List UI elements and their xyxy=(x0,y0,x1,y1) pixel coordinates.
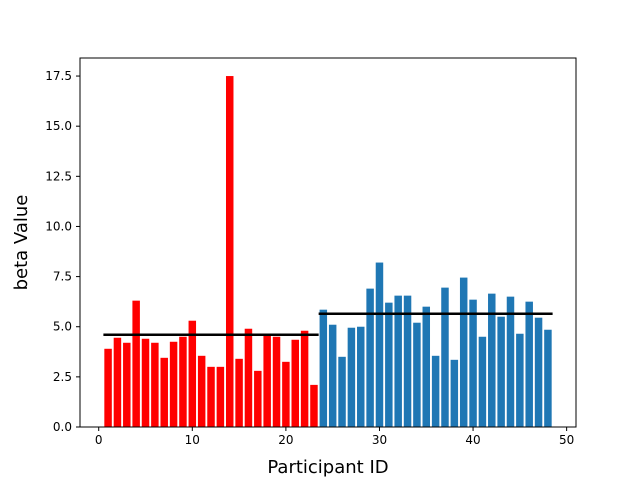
bar-participant-48 xyxy=(544,329,552,427)
bar-participant-27 xyxy=(347,327,356,427)
bars-layer xyxy=(104,76,552,427)
bar-participant-33 xyxy=(403,295,412,427)
bar-participant-13 xyxy=(216,366,225,427)
bar-participant-18 xyxy=(263,334,271,427)
bar-participant-1 xyxy=(104,348,112,427)
bar-participant-15 xyxy=(235,358,243,427)
bar-participant-32 xyxy=(394,295,402,427)
bar-participant-29 xyxy=(366,288,374,427)
bar-participant-35 xyxy=(422,306,431,427)
x-tick-label: 10 xyxy=(185,433,200,447)
bar-participant-37 xyxy=(441,287,449,427)
bar-participant-3 xyxy=(123,342,131,427)
bar-participant-21 xyxy=(291,339,299,427)
bar-participant-47 xyxy=(534,317,543,427)
bar-participant-26 xyxy=(338,356,346,427)
bar-participant-43 xyxy=(497,316,505,427)
bar-participant-22 xyxy=(300,330,309,427)
bar-participant-36 xyxy=(431,355,440,427)
bar-participant-24 xyxy=(319,309,328,427)
x-tick-label: 40 xyxy=(465,433,480,447)
bar-participant-44 xyxy=(506,296,515,427)
bar-participant-7 xyxy=(160,357,168,427)
bar-participant-4 xyxy=(132,300,140,427)
bar-participant-16 xyxy=(244,328,253,427)
x-axis-ticks: 0 10 20 30 40 50 xyxy=(95,427,574,447)
y-tick-label: 7.5 xyxy=(53,270,72,284)
x-tick-label: 0 xyxy=(95,433,103,447)
bar-participant-28 xyxy=(357,326,365,427)
bar-participant-19 xyxy=(272,336,281,427)
y-tick-label: 15.0 xyxy=(45,119,72,133)
bar-participant-20 xyxy=(282,361,290,427)
bar-participant-14 xyxy=(225,76,234,427)
y-axis-label: beta Value xyxy=(11,195,32,291)
x-axis-label: Participant ID xyxy=(267,457,388,478)
bar-participant-46 xyxy=(525,301,533,427)
bar-participant-42 xyxy=(488,293,496,427)
plot-area-frame xyxy=(79,57,577,428)
bar-participant-34 xyxy=(413,322,421,427)
mean-lines-layer xyxy=(103,312,553,336)
y-tick-label: 12.5 xyxy=(45,169,72,183)
bar-participant-5 xyxy=(141,338,150,427)
bar-participant-6 xyxy=(151,342,159,427)
y-tick-label: 0.0 xyxy=(53,420,72,434)
y-tick-label: 10.0 xyxy=(45,219,72,233)
bar-participant-12 xyxy=(207,366,215,427)
bar-participant-41 xyxy=(478,336,487,427)
bar-participant-10 xyxy=(188,320,197,427)
bar-participant-25 xyxy=(328,324,337,427)
y-tick-label: 5.0 xyxy=(53,320,72,334)
bar-participant-40 xyxy=(469,299,477,427)
bar-participant-23 xyxy=(310,384,318,427)
bar-participant-38 xyxy=(450,359,459,427)
bar-participant-17 xyxy=(254,370,262,427)
bar-participant-39 xyxy=(459,277,468,427)
bar-participant-11 xyxy=(197,355,206,427)
y-tick-label: 17.5 xyxy=(45,69,72,83)
x-tick-label: 50 xyxy=(559,433,574,447)
bar-participant-30 xyxy=(375,262,384,427)
x-tick-label: 30 xyxy=(372,433,387,447)
bar-participant-8 xyxy=(169,341,178,427)
x-tick-label: 20 xyxy=(278,433,293,447)
bar-participant-9 xyxy=(179,336,187,427)
bar-participant-31 xyxy=(385,302,393,427)
y-axis-ticks: 0.0 2.5 5.0 7.5 10.0 12.5 15.0 17.5 xyxy=(45,69,80,434)
bar-participant-45 xyxy=(516,333,524,427)
y-tick-label: 2.5 xyxy=(53,370,72,384)
bar-participant-2 xyxy=(113,337,122,427)
